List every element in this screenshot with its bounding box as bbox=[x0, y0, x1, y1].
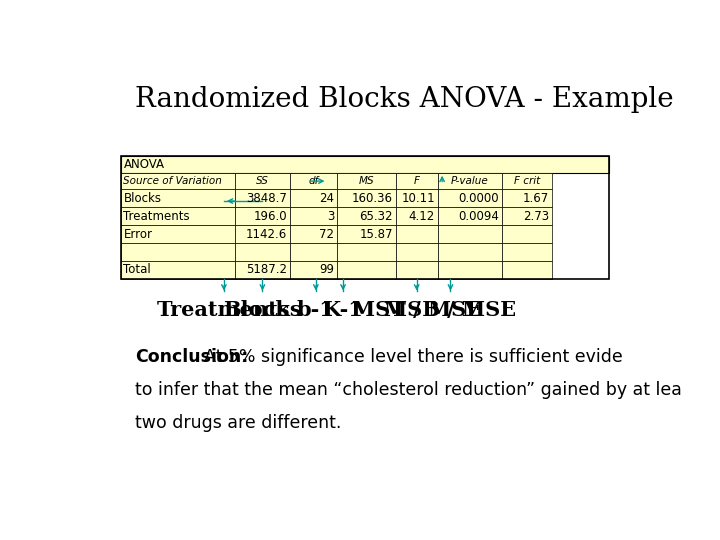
FancyBboxPatch shape bbox=[337, 225, 396, 243]
Text: Blocks: Blocks bbox=[124, 192, 161, 205]
Text: 3: 3 bbox=[327, 210, 334, 223]
FancyBboxPatch shape bbox=[396, 243, 438, 261]
FancyBboxPatch shape bbox=[121, 156, 609, 173]
FancyBboxPatch shape bbox=[121, 190, 235, 207]
Text: 24: 24 bbox=[320, 192, 334, 205]
FancyBboxPatch shape bbox=[289, 261, 337, 279]
FancyBboxPatch shape bbox=[121, 261, 235, 279]
Text: df: df bbox=[308, 176, 319, 186]
Text: MSB / MSE: MSB / MSE bbox=[384, 300, 516, 320]
Text: 65.32: 65.32 bbox=[359, 210, 393, 223]
Text: Error: Error bbox=[124, 228, 153, 241]
Text: 72: 72 bbox=[320, 228, 334, 241]
FancyBboxPatch shape bbox=[502, 261, 552, 279]
Text: Treatments: Treatments bbox=[124, 210, 190, 223]
FancyBboxPatch shape bbox=[502, 243, 552, 261]
Text: b-1: b-1 bbox=[297, 300, 335, 320]
FancyBboxPatch shape bbox=[502, 225, 552, 243]
FancyBboxPatch shape bbox=[121, 207, 235, 225]
Text: to infer that the mean “cholesterol reduction” gained by at lea: to infer that the mean “cholesterol redu… bbox=[135, 381, 682, 399]
FancyBboxPatch shape bbox=[396, 173, 438, 190]
Text: 160.36: 160.36 bbox=[352, 192, 393, 205]
Text: 5187.2: 5187.2 bbox=[246, 264, 287, 276]
Text: MS: MS bbox=[359, 176, 374, 186]
FancyBboxPatch shape bbox=[438, 225, 502, 243]
Text: 1.67: 1.67 bbox=[523, 192, 549, 205]
Text: ANOVA: ANOVA bbox=[124, 158, 165, 171]
Text: Source of Variation: Source of Variation bbox=[124, 176, 222, 186]
Text: 4.12: 4.12 bbox=[408, 210, 435, 223]
FancyBboxPatch shape bbox=[337, 207, 396, 225]
FancyBboxPatch shape bbox=[396, 261, 438, 279]
Text: 99: 99 bbox=[320, 264, 334, 276]
FancyBboxPatch shape bbox=[121, 225, 235, 243]
Text: P-value: P-value bbox=[451, 176, 489, 186]
Text: 0.0094: 0.0094 bbox=[458, 210, 499, 223]
Text: Conclusion:: Conclusion: bbox=[135, 348, 248, 366]
Text: Randomized Blocks ANOVA - Example: Randomized Blocks ANOVA - Example bbox=[135, 85, 673, 113]
FancyBboxPatch shape bbox=[289, 190, 337, 207]
Text: F crit: F crit bbox=[514, 176, 540, 186]
Text: Treatments: Treatments bbox=[157, 300, 291, 320]
FancyBboxPatch shape bbox=[438, 190, 502, 207]
FancyBboxPatch shape bbox=[502, 173, 552, 190]
Text: Blocks: Blocks bbox=[223, 300, 302, 320]
FancyBboxPatch shape bbox=[396, 207, 438, 225]
Text: two drugs are different.: two drugs are different. bbox=[135, 414, 341, 432]
Text: Total: Total bbox=[124, 264, 151, 276]
FancyBboxPatch shape bbox=[235, 190, 289, 207]
Text: 3848.7: 3848.7 bbox=[246, 192, 287, 205]
FancyBboxPatch shape bbox=[289, 225, 337, 243]
Text: K-1: K-1 bbox=[323, 300, 363, 320]
FancyBboxPatch shape bbox=[121, 173, 235, 190]
FancyBboxPatch shape bbox=[438, 207, 502, 225]
FancyBboxPatch shape bbox=[337, 173, 396, 190]
Text: 2.73: 2.73 bbox=[523, 210, 549, 223]
FancyBboxPatch shape bbox=[438, 173, 502, 190]
FancyBboxPatch shape bbox=[235, 261, 289, 279]
FancyBboxPatch shape bbox=[235, 243, 289, 261]
FancyBboxPatch shape bbox=[438, 261, 502, 279]
Text: 196.0: 196.0 bbox=[253, 210, 287, 223]
FancyBboxPatch shape bbox=[438, 243, 502, 261]
FancyBboxPatch shape bbox=[396, 190, 438, 207]
FancyBboxPatch shape bbox=[337, 261, 396, 279]
FancyBboxPatch shape bbox=[396, 225, 438, 243]
Text: 10.11: 10.11 bbox=[401, 192, 435, 205]
FancyBboxPatch shape bbox=[121, 243, 235, 261]
Text: 0.0000: 0.0000 bbox=[459, 192, 499, 205]
FancyBboxPatch shape bbox=[502, 190, 552, 207]
Text: 1142.6: 1142.6 bbox=[246, 228, 287, 241]
FancyBboxPatch shape bbox=[289, 207, 337, 225]
Text: MST / MSE: MST / MSE bbox=[351, 300, 482, 320]
Text: At 5% significance level there is sufficient evide: At 5% significance level there is suffic… bbox=[193, 348, 623, 366]
FancyBboxPatch shape bbox=[289, 173, 337, 190]
FancyBboxPatch shape bbox=[235, 207, 289, 225]
FancyBboxPatch shape bbox=[235, 225, 289, 243]
FancyBboxPatch shape bbox=[502, 207, 552, 225]
FancyBboxPatch shape bbox=[289, 243, 337, 261]
FancyBboxPatch shape bbox=[337, 243, 396, 261]
FancyBboxPatch shape bbox=[337, 190, 396, 207]
Text: 15.87: 15.87 bbox=[359, 228, 393, 241]
FancyBboxPatch shape bbox=[235, 173, 289, 190]
Text: F: F bbox=[414, 176, 420, 186]
Text: SS: SS bbox=[256, 176, 269, 186]
